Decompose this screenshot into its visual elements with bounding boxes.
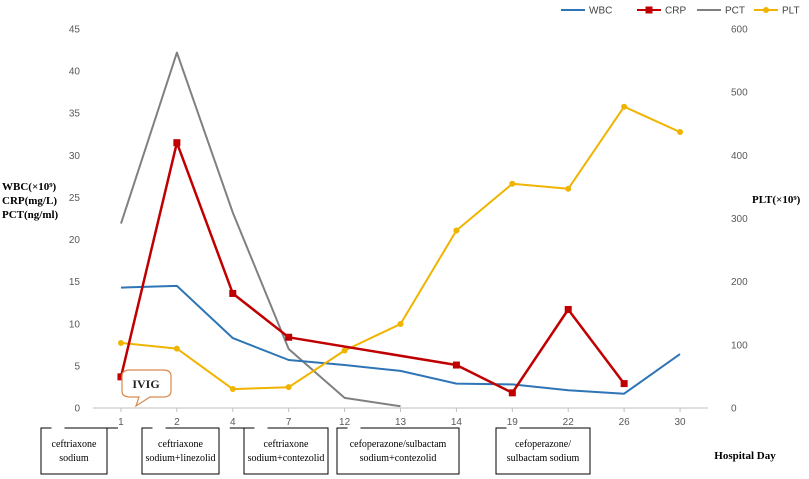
treatment-label-line: sodium+contezolid <box>360 453 437 464</box>
crp-series-line <box>119 141 626 395</box>
treatment-label-line: ceftriaxone <box>52 439 98 450</box>
treatment-label-line: ceftriaxone <box>158 439 204 450</box>
x-tick-label: 2 <box>174 417 180 428</box>
left-y-tick-label: 15 <box>69 277 81 288</box>
x-axis-label: Hospital Day <box>714 450 776 462</box>
left-axis-label-line: CRP(mg/L) <box>2 195 57 207</box>
left-axis-label-line: WBC(×10⁹) <box>2 181 57 193</box>
crp-point <box>285 333 293 341</box>
plt-point <box>621 103 628 110</box>
x-tick-label: 19 <box>507 417 519 428</box>
x-tick-label: 7 <box>286 417 292 428</box>
crp-point <box>229 289 237 297</box>
left-y-tick-label: 45 <box>69 25 81 36</box>
treatment-callout-joint <box>347 427 361 430</box>
plt-point <box>397 320 404 327</box>
axes: 1 2 4 7 12 13 14 19 22 26 300510152025303540450100… <box>2 25 801 463</box>
left-y-tick-label: 35 <box>69 109 81 120</box>
left-axis-label-line: PCT(ng/ml) <box>2 209 59 221</box>
plt-point <box>173 345 180 352</box>
crp-point <box>173 139 181 147</box>
legend: WBC CRP PCT PLT <box>561 6 800 17</box>
right-y-tick-label: 300 <box>731 214 748 225</box>
ivig-callout-bubble <box>121 369 172 408</box>
crp-point <box>117 373 125 381</box>
plt-point <box>117 339 124 346</box>
treatment-callout-joint <box>254 427 268 430</box>
treatment-label-line: sodium <box>59 453 89 464</box>
plt-point <box>565 185 572 192</box>
treatment-label-line: sodium+contezolid <box>248 453 325 464</box>
x-tick-label: 22 <box>563 417 575 428</box>
treatment-label-line: sulbactam sodium <box>507 453 580 464</box>
plt-point <box>509 180 516 187</box>
treatment-callout-joint <box>51 427 65 430</box>
plt-point <box>229 386 236 393</box>
right-y-tick-label: 500 <box>731 88 748 99</box>
annotations: IVIG ceftriaxone sodium ceftriaxone sodium+l… <box>40 369 591 475</box>
plt-legend-marker <box>763 7 769 13</box>
x-tick-label: 14 <box>451 417 463 428</box>
treatment-callout-joint <box>506 427 520 430</box>
left-y-tick-label: 40 <box>69 67 81 78</box>
right-y-tick-label: 100 <box>731 340 748 351</box>
plt-point <box>677 128 684 135</box>
treatment-callout-box <box>336 427 460 475</box>
right-y-tick-label: 200 <box>731 277 748 288</box>
plt-point <box>285 384 292 391</box>
x-tick-label: 1 <box>118 417 124 428</box>
left-y-tick-label: 25 <box>69 193 81 204</box>
crp-legend-label: CRP <box>665 6 686 17</box>
left-y-tick-label: 0 <box>74 404 80 415</box>
left-y-tick-label: 10 <box>69 319 81 330</box>
treatment-label-line: cefoperazone/ <box>515 439 571 450</box>
treatment-callout-box <box>495 427 591 475</box>
plt-point <box>453 227 460 234</box>
x-tick-label: 4 <box>230 417 236 428</box>
crp-point <box>564 305 572 313</box>
pct-series-line <box>120 51 401 408</box>
treatment-callout-joint <box>152 427 166 430</box>
wbc-series-line <box>120 284 681 395</box>
pct-legend-label: PCT <box>725 6 745 17</box>
crp-point <box>620 380 628 388</box>
treatment-label-line: sodium+linezolid <box>145 453 215 464</box>
left-y-tick-label: 20 <box>69 235 81 246</box>
right-y-tick-label: 600 <box>731 25 748 36</box>
x-tick-label: 12 <box>339 417 351 428</box>
left-y-tick-label: 30 <box>69 151 81 162</box>
x-tick-label: 30 <box>674 417 686 428</box>
treatment-callout-box <box>141 427 220 475</box>
left-y-tick-label: 5 <box>74 361 80 372</box>
crp-point <box>452 361 460 369</box>
crp-legend-marker <box>645 6 653 14</box>
crp-point <box>508 389 516 397</box>
right-y-tick-label: 0 <box>731 404 737 415</box>
series-layer <box>117 51 684 408</box>
treatment-label-line: ceftriaxone <box>264 439 310 450</box>
wbc-legend-label: WBC <box>589 6 612 17</box>
plt-legend-label: PLT <box>782 6 800 17</box>
x-tick-label: 13 <box>395 417 407 428</box>
treatment-label-line: cefoperazone/sulbactam <box>350 439 447 450</box>
treatment-callout-box <box>40 427 108 475</box>
treatment-callout-box <box>243 427 329 475</box>
plt-point <box>341 347 348 354</box>
right-y-tick-label: 400 <box>731 151 748 162</box>
right-axis-label: PLT(×10⁹) <box>752 194 801 206</box>
ivig-label: IVIG <box>132 377 159 391</box>
x-tick-label: 26 <box>619 417 631 428</box>
